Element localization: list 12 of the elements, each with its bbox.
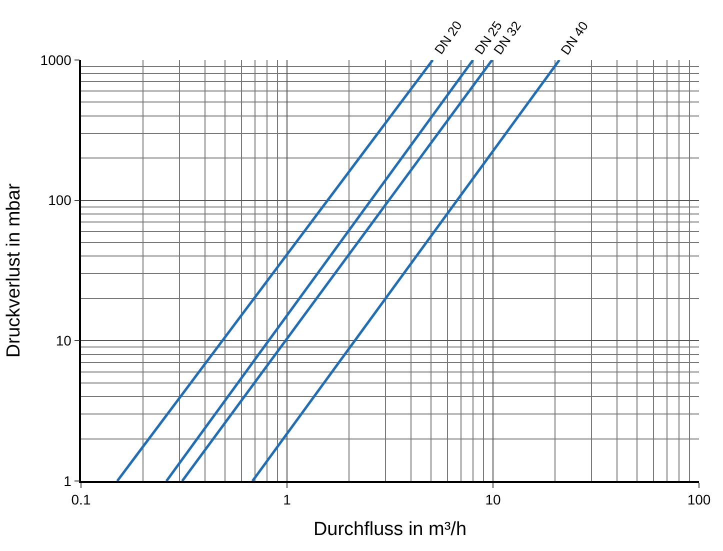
- x-tick-label: 100: [687, 492, 711, 508]
- x-axis-title: Durchfluss in m³/h: [313, 518, 467, 540]
- y-tick-label: 1: [64, 472, 72, 489]
- x-tick-label: 10: [485, 492, 501, 508]
- y-axis-title: Druckverlust in mbar: [4, 182, 25, 358]
- text: DN 20: [431, 18, 465, 57]
- y-tick-label: 1000: [40, 52, 72, 68]
- text: DN 40: [558, 18, 592, 58]
- x-tick-label: 0.1: [71, 492, 91, 508]
- y-tick-label: 10: [56, 332, 72, 349]
- x-tick-label: 1: [283, 492, 292, 508]
- y-tick-label: 100: [48, 192, 72, 208]
